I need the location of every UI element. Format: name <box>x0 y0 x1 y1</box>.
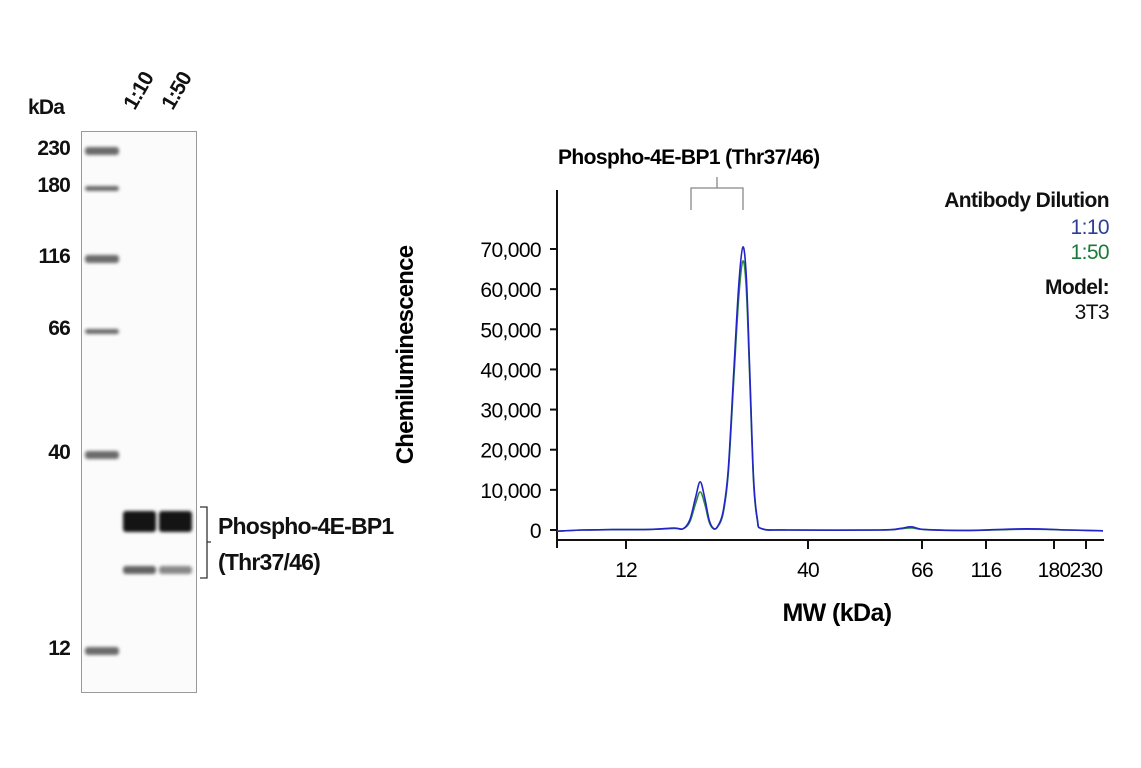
ladder-band <box>85 255 119 263</box>
y-tick-label: 0 <box>530 520 541 543</box>
ladder-label: 116 <box>38 245 71 268</box>
ladder-band <box>85 647 119 655</box>
blot-image <box>81 131 197 693</box>
legend-entry-1-10: 1:10 <box>1070 216 1110 239</box>
x-tick-label: 230 <box>1070 559 1103 582</box>
ladder-label: 66 <box>48 317 71 340</box>
y-axis-label: Chemiluminescence <box>392 245 419 464</box>
x-tick-label: 180 <box>1038 559 1071 582</box>
series-line-1-50 <box>556 260 1104 533</box>
model-label: Model: <box>1044 276 1110 299</box>
ladder-band <box>85 185 119 191</box>
ladder-band <box>85 451 119 459</box>
series-line-1-10 <box>556 246 1104 533</box>
legend-title: Antibody Dilution <box>944 189 1109 212</box>
y-tick-label: 30,000 <box>480 400 541 423</box>
sample-band-upper <box>123 511 156 532</box>
ladder-label: 12 <box>48 637 71 660</box>
x-axis-label: MW (kDa) <box>782 599 891 627</box>
ladder-label: 230 <box>37 137 70 160</box>
x-tick-label: 40 <box>797 559 819 582</box>
ladder-label: 180 <box>37 174 70 197</box>
chart-title: Phospho-4E-BP1 (Thr37/46) <box>558 146 820 169</box>
target-bracket <box>200 506 211 579</box>
kda-unit-label: kDa <box>28 96 65 119</box>
target-label-line1: Phospho-4E-BP1 <box>218 513 394 539</box>
y-tick-label: 60,000 <box>480 279 541 302</box>
ladder-band <box>85 147 119 155</box>
y-tick-label: 40,000 <box>480 359 541 382</box>
target-label-line2: (Thr37/46) <box>218 549 321 575</box>
ladder-label: 40 <box>48 441 71 464</box>
sample-band-lower <box>159 566 192 574</box>
ladder-band <box>85 328 119 334</box>
legend-entry-1-50: 1:50 <box>1070 241 1110 264</box>
sample-band-lower <box>123 566 156 574</box>
x-tick-label: 116 <box>970 559 1001 582</box>
sample-band-upper <box>159 511 192 532</box>
x-tick-label: 66 <box>911 559 933 582</box>
model-value: 3T3 <box>1074 301 1110 324</box>
title-bracket <box>690 177 744 210</box>
y-tick-label: 50,000 <box>480 319 541 342</box>
y-tick-label: 70,000 <box>480 239 541 262</box>
y-tick-label: 20,000 <box>480 440 541 463</box>
y-tick-label: 10,000 <box>480 480 541 503</box>
x-tick-label: 12 <box>615 559 637 582</box>
